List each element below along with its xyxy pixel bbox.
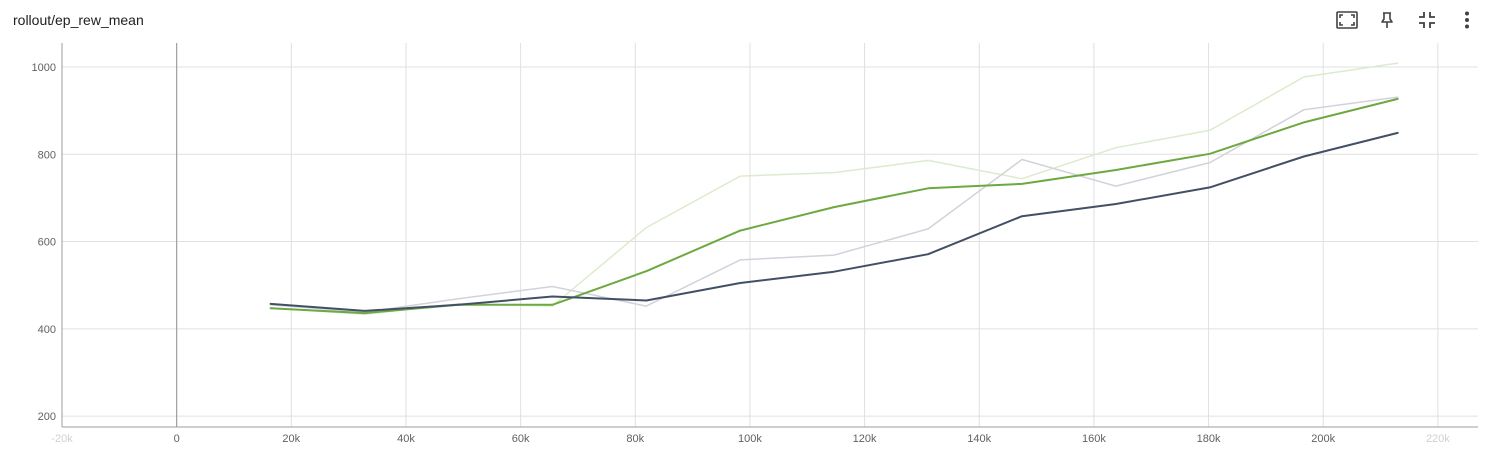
x-tick-label: 0 [174, 433, 180, 445]
series-line-3[interactable] [269, 97, 1399, 315]
y-tick-label: 800 [38, 149, 56, 161]
axes [61, 43, 1478, 428]
x-tick-label: 60k [512, 433, 530, 445]
x-tick-label: 160k [1082, 433, 1106, 445]
grid-lines [61, 43, 1478, 427]
card-toolbar [1327, 6, 1487, 34]
y-tick-label: 200 [38, 411, 56, 423]
more-vert-icon [1465, 11, 1469, 29]
y-tick-label: 1000 [32, 62, 56, 74]
x-tick-label: 20k [282, 433, 300, 445]
more-options-button[interactable] [1447, 6, 1487, 34]
y-tick-label: 600 [38, 237, 56, 249]
fullscreen-icon [1336, 11, 1358, 29]
x-tick-label: 40k [397, 433, 415, 445]
x-tick-label: 220k [1426, 433, 1450, 445]
fullscreen-button[interactable] [1327, 6, 1367, 34]
pin-icon [1381, 12, 1393, 28]
x-axis-ticks: -20k 0 20k 40k 60k 80k 100k 120k 140k 160k 180k 200… [51, 433, 1450, 445]
series-line-1[interactable] [269, 62, 1399, 316]
x-tick-label: 140k [967, 433, 991, 445]
series-line-2[interactable] [269, 96, 1399, 313]
x-tick-label: 120k [853, 433, 877, 445]
y-axis-ticks: 200 400 600 800 1000 [32, 62, 56, 423]
series-lines [269, 62, 1399, 316]
fit-domain-icon [1419, 12, 1435, 28]
x-tick-label: 100k [738, 433, 762, 445]
y-tick-label: 400 [38, 324, 56, 336]
x-tick-label: 180k [1197, 433, 1221, 445]
x-tick-label: 80k [626, 433, 644, 445]
chart-title: rollout/ep_rew_mean [13, 12, 144, 28]
x-tick-label: 200k [1311, 433, 1335, 445]
series-line-4[interactable] [269, 131, 1399, 312]
fit-domain-button[interactable] [1407, 6, 1447, 34]
pin-button[interactable] [1367, 6, 1407, 34]
x-tick-label: -20k [51, 433, 73, 445]
